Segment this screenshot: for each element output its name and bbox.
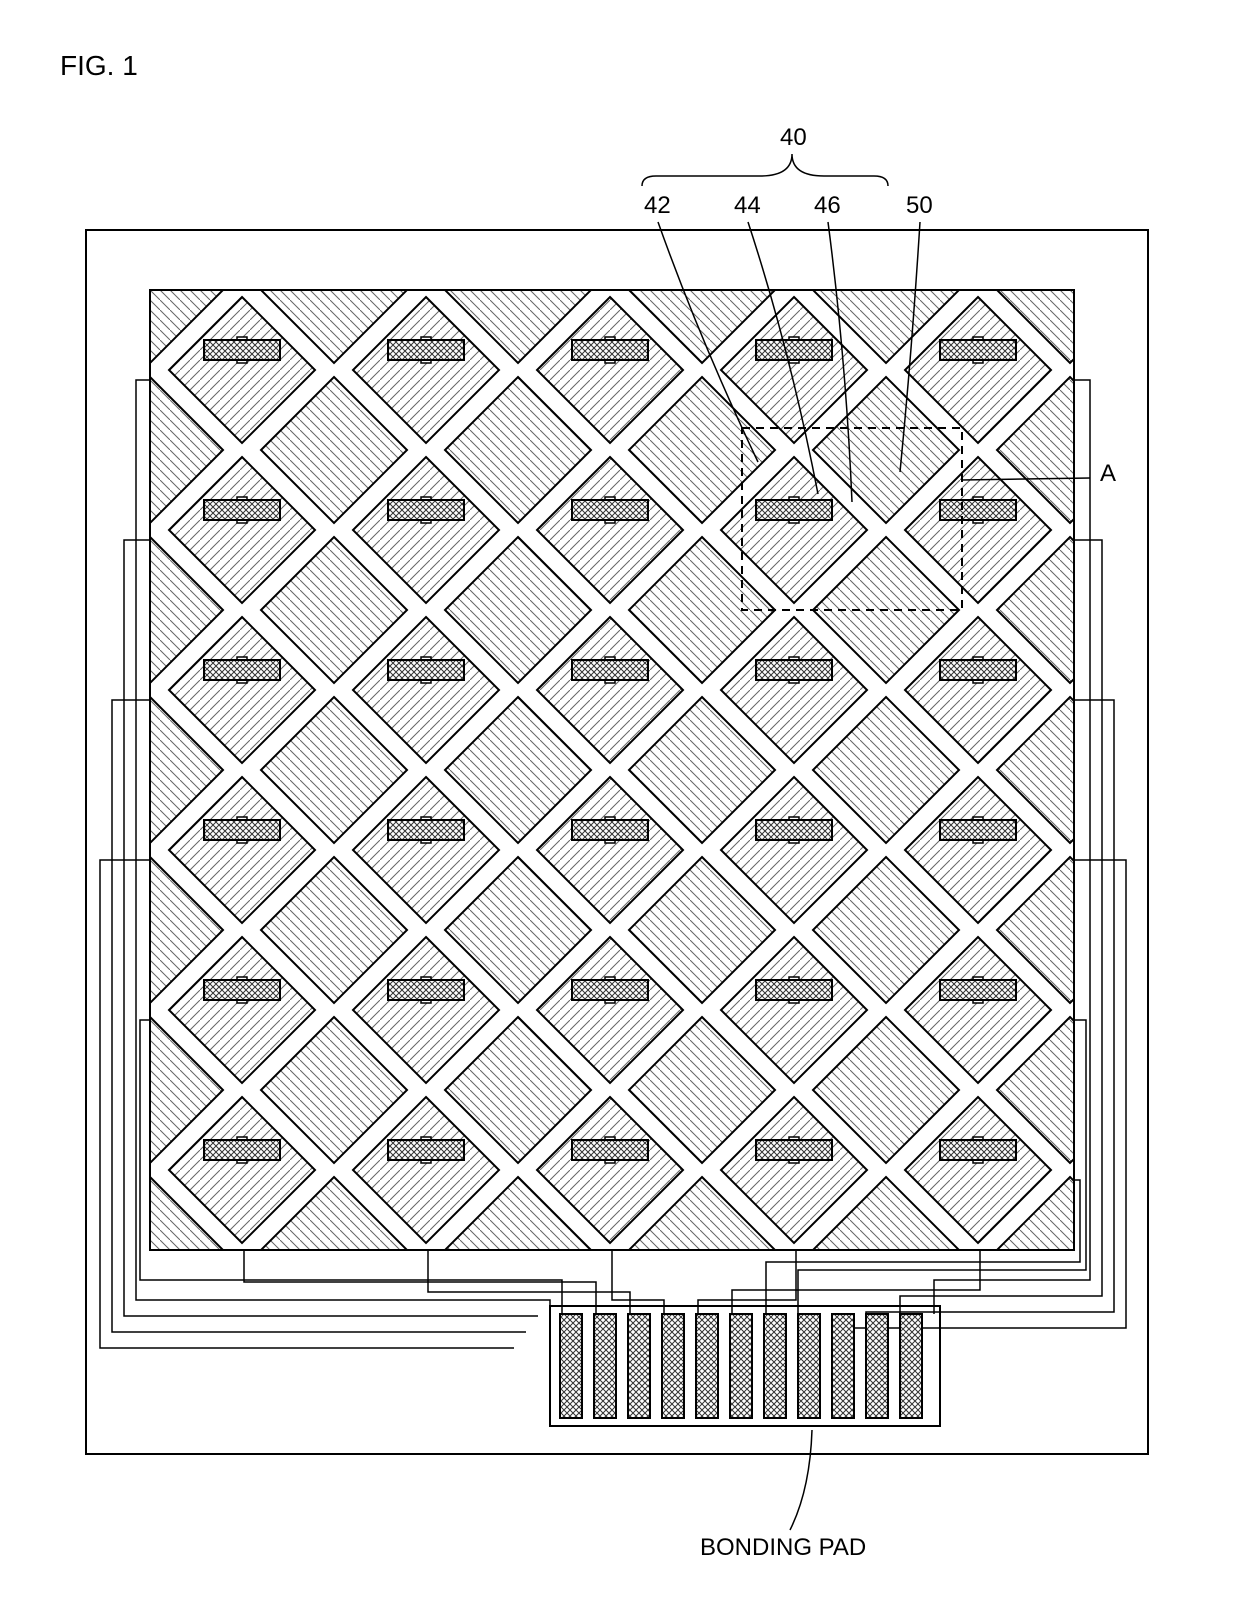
bridge <box>388 340 464 360</box>
label-50: 50 <box>906 192 933 220</box>
bridge <box>572 1140 648 1160</box>
diagram-svg <box>0 0 1240 1623</box>
bridge <box>756 340 832 360</box>
bridge <box>756 820 832 840</box>
label-46: 46 <box>814 192 841 220</box>
bonding-pads <box>550 1306 940 1426</box>
bonding-pad <box>560 1314 582 1418</box>
bonding-pad <box>696 1314 718 1418</box>
bridge <box>756 660 832 680</box>
bridge <box>204 1140 280 1160</box>
bridge <box>756 1140 832 1160</box>
label-44: 44 <box>734 192 761 220</box>
page: FIG. 1 <box>0 0 1240 1623</box>
label-40: 40 <box>780 124 807 152</box>
bridge <box>204 980 280 1000</box>
bridge <box>756 500 832 520</box>
touch-panel-content <box>77 217 1240 1483</box>
bridge <box>388 500 464 520</box>
label-bonding-pad: BONDING PAD <box>700 1534 866 1562</box>
bridge <box>388 660 464 680</box>
bridge <box>572 820 648 840</box>
bridge <box>572 660 648 680</box>
bonding-pad <box>866 1314 888 1418</box>
bridge <box>388 980 464 1000</box>
bonding-pad <box>594 1314 616 1418</box>
bridge <box>572 980 648 1000</box>
bridge <box>572 340 648 360</box>
bridge <box>204 500 280 520</box>
bridge <box>388 1140 464 1160</box>
bridge <box>572 500 648 520</box>
bonding-pad <box>628 1314 650 1418</box>
bridge <box>204 340 280 360</box>
label-region-a: A <box>1100 460 1116 488</box>
bridge <box>940 1140 1016 1160</box>
bonding-pad <box>764 1314 786 1418</box>
bridge <box>940 660 1016 680</box>
bridge <box>940 820 1016 840</box>
bonding-pad <box>798 1314 820 1418</box>
bonding-pad <box>832 1314 854 1418</box>
callout-bracket-40 <box>642 154 888 186</box>
bonding-pad <box>662 1314 684 1418</box>
bridge <box>204 820 280 840</box>
bonding-pad <box>900 1314 922 1418</box>
bonding-pad <box>730 1314 752 1418</box>
bridge <box>204 660 280 680</box>
bonding-pad-leader <box>790 1430 812 1530</box>
bridge <box>388 820 464 840</box>
bridge <box>940 500 1016 520</box>
bridge <box>940 340 1016 360</box>
bridge <box>756 980 832 1000</box>
bridge <box>940 980 1016 1000</box>
label-42: 42 <box>644 192 671 220</box>
